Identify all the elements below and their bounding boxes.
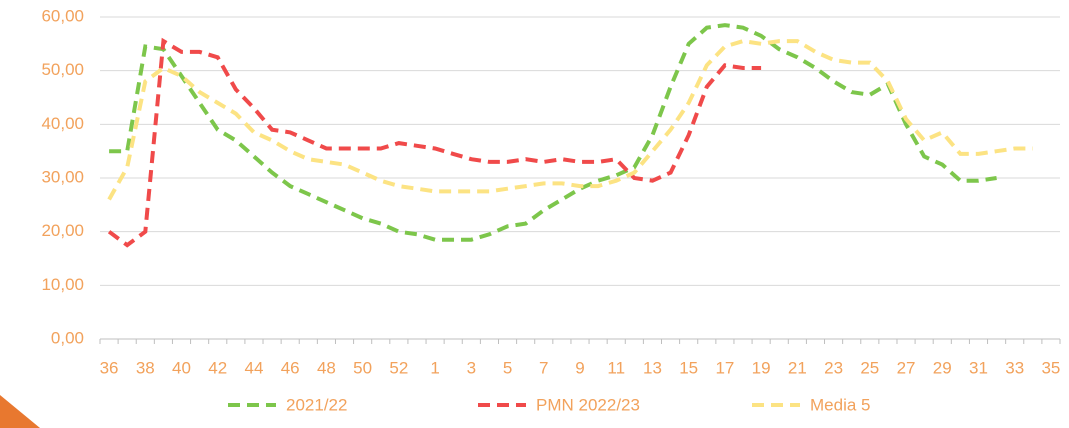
x-tick-label: 44 — [245, 358, 264, 377]
y-tick-label: 50,00 — [41, 60, 84, 79]
corner-decoration — [0, 395, 40, 428]
legend-label: PMN 2022/23 — [536, 395, 640, 414]
x-tick-label: 35 — [1041, 358, 1060, 377]
x-tick-label: 33 — [1005, 358, 1024, 377]
x-tick-label: 46 — [281, 358, 300, 377]
x-tick-label: 21 — [788, 358, 807, 377]
x-tick-label: 19 — [752, 358, 771, 377]
x-tick-label: 1 — [430, 358, 439, 377]
x-tick-label: 17 — [715, 358, 734, 377]
x-tick-label: 15 — [679, 358, 698, 377]
x-tick-label: 48 — [317, 358, 336, 377]
legend-label: 2021/22 — [286, 395, 347, 414]
x-tick-label: 31 — [969, 358, 988, 377]
x-tick-label: 38 — [136, 358, 155, 377]
x-tick-label: 29 — [933, 358, 952, 377]
x-tick-label: 13 — [643, 358, 662, 377]
series-line — [109, 23, 997, 242]
x-tick-label: 9 — [575, 358, 584, 377]
series-line — [107, 39, 1033, 201]
x-tick-label: 40 — [172, 358, 191, 377]
series-line — [107, 37, 762, 248]
x-tick-label: 42 — [208, 358, 227, 377]
x-tick-label: 3 — [467, 358, 476, 377]
x-tick-label: 36 — [100, 358, 119, 377]
y-tick-label: 20,00 — [41, 221, 84, 240]
y-tick-label: 30,00 — [41, 167, 84, 186]
legend-label: Media 5 — [810, 395, 870, 414]
x-tick-label: 50 — [353, 358, 372, 377]
x-tick-label: 27 — [897, 358, 916, 377]
x-tick-label: 11 — [607, 358, 625, 377]
x-tick-label: 25 — [860, 358, 879, 377]
x-tick-label: 7 — [539, 358, 548, 377]
y-tick-label: 60,00 — [41, 6, 84, 25]
x-tick-label: 5 — [503, 358, 512, 377]
y-tick-label: 40,00 — [41, 114, 84, 133]
y-tick-label: 10,00 — [41, 275, 84, 294]
x-tick-label: 52 — [389, 358, 408, 377]
x-tick-label: 23 — [824, 358, 843, 377]
y-tick-label: 0,00 — [51, 328, 84, 347]
